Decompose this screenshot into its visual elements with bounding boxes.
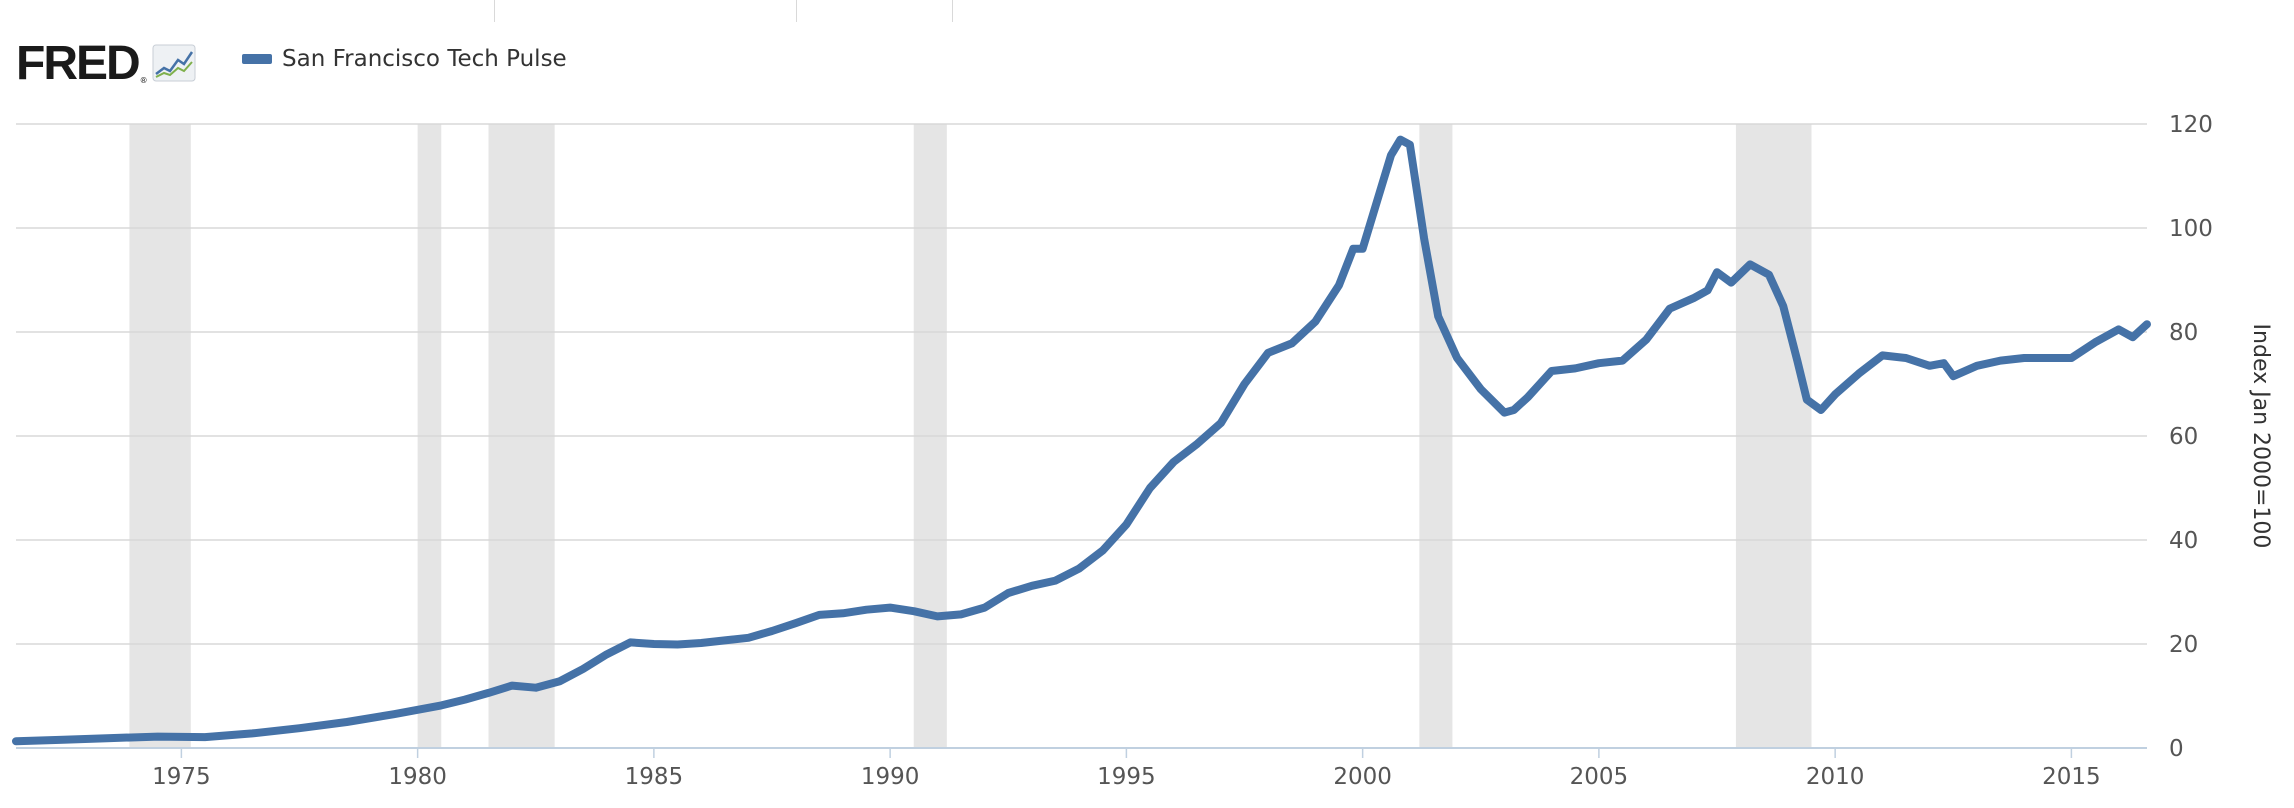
x-tick-label: 1985 (625, 764, 684, 790)
legend-series-label: San Francisco Tech Pulse (282, 46, 567, 72)
y-axis-ticks: 0 20 40 60 80 100 120 (2169, 112, 2213, 762)
y-tick-label: 20 (2169, 632, 2198, 658)
x-tick-label: 1975 (152, 764, 211, 790)
series-line[interactable] (12, 135, 2151, 746)
header-divider (494, 0, 495, 22)
x-tick-label: 2015 (2042, 764, 2101, 790)
y-tick-label: 60 (2169, 424, 2198, 450)
x-axis-ticks: 1975 1980 1985 1990 1995 2000 2005 2010 2015 (152, 748, 2101, 790)
x-tick-label: 2005 (1570, 764, 1629, 790)
series-lines (12, 135, 2151, 746)
registered-mark: ® (139, 76, 148, 85)
chart-legend[interactable]: San Francisco Tech Pulse (242, 46, 567, 72)
fred-logo[interactable]: FRED ® (16, 40, 196, 88)
gridlines (16, 123, 2147, 749)
logo-text: FRED (16, 37, 141, 90)
x-tick-label: 2010 (1806, 764, 1865, 790)
y-axis-label: Index Jan 2000=100 (2248, 324, 2273, 549)
y-tick-label: 100 (2169, 216, 2213, 242)
y-tick-label: 40 (2169, 528, 2198, 554)
x-tick-label: 1995 (1097, 764, 1156, 790)
x-tick-label: 1980 (388, 764, 447, 790)
y-tick-label: 0 (2169, 736, 2184, 762)
y-tick-label: 80 (2169, 320, 2198, 346)
y-tick-label: 120 (2169, 112, 2213, 138)
header-divider (796, 0, 797, 22)
legend-swatch (242, 54, 272, 64)
line-chart-icon (152, 44, 196, 82)
x-tick-label: 1990 (861, 764, 920, 790)
header-divider (952, 0, 953, 22)
x-tick-label: 2000 (1333, 764, 1392, 790)
